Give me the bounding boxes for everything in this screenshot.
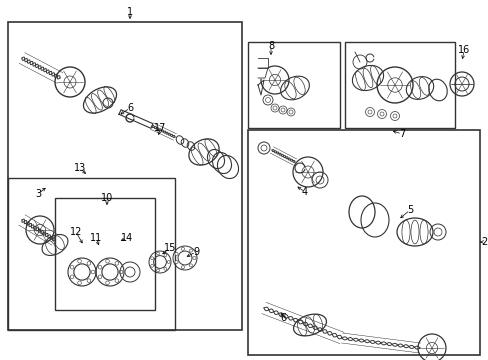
Bar	[247, 42, 339, 128]
Bar	[345, 42, 454, 128]
Circle shape	[150, 264, 153, 267]
Circle shape	[175, 252, 178, 256]
Text: 6: 6	[127, 103, 133, 113]
Polygon shape	[258, 68, 267, 78]
Circle shape	[105, 260, 109, 263]
Text: 6: 6	[279, 313, 285, 323]
Text: 5: 5	[406, 205, 412, 215]
Circle shape	[181, 266, 184, 269]
Circle shape	[91, 270, 95, 274]
Text: 11: 11	[90, 233, 102, 243]
Text: 2: 2	[480, 237, 486, 247]
Circle shape	[115, 261, 119, 265]
Circle shape	[115, 279, 119, 283]
Text: 15: 15	[163, 243, 176, 253]
Text: 1: 1	[127, 7, 133, 17]
Text: 16: 16	[457, 45, 469, 55]
Text: 8: 8	[267, 41, 273, 51]
Circle shape	[156, 269, 159, 272]
Circle shape	[105, 281, 109, 285]
Circle shape	[78, 281, 81, 285]
Text: 12: 12	[70, 227, 82, 237]
Circle shape	[87, 261, 91, 265]
Circle shape	[193, 256, 196, 260]
Text: 3: 3	[35, 189, 41, 199]
Bar	[8, 178, 175, 330]
Text: 4: 4	[301, 187, 307, 197]
Circle shape	[167, 261, 170, 264]
Circle shape	[70, 265, 74, 269]
Bar	[247, 130, 479, 355]
Text: 7: 7	[398, 129, 404, 139]
Text: 14: 14	[121, 233, 133, 243]
Bar	[55, 198, 155, 310]
Polygon shape	[119, 110, 153, 128]
Circle shape	[119, 270, 122, 274]
Circle shape	[87, 279, 91, 283]
Circle shape	[175, 261, 178, 264]
Circle shape	[189, 264, 192, 267]
Circle shape	[189, 249, 192, 252]
Circle shape	[163, 254, 166, 257]
Circle shape	[150, 257, 153, 260]
Text: 10: 10	[101, 193, 113, 203]
Circle shape	[98, 265, 102, 269]
Circle shape	[181, 247, 184, 250]
Text: 9: 9	[193, 247, 199, 257]
Bar	[8, 22, 242, 330]
Text: 13: 13	[74, 163, 86, 173]
Circle shape	[163, 267, 166, 270]
Circle shape	[98, 275, 102, 279]
Circle shape	[156, 252, 159, 255]
Circle shape	[78, 260, 81, 263]
Text: 17: 17	[154, 123, 166, 133]
Circle shape	[70, 275, 74, 279]
